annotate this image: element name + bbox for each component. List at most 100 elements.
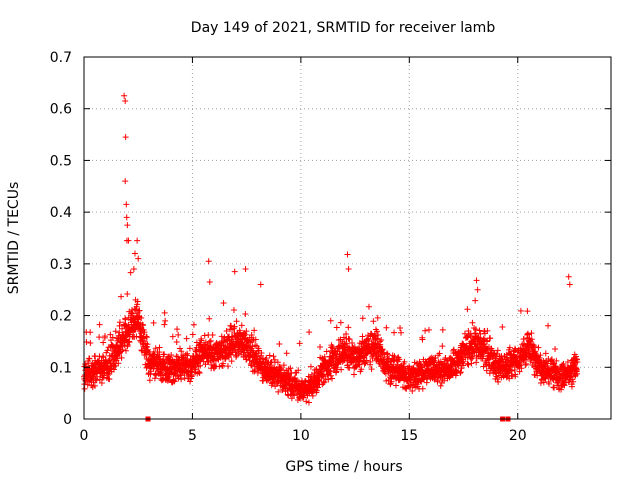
data-point — [112, 328, 119, 335]
data-point — [86, 355, 93, 362]
data-point — [542, 350, 549, 357]
data-point — [512, 371, 519, 378]
data-point — [283, 350, 290, 357]
data-point — [523, 360, 530, 367]
data-point — [195, 368, 202, 375]
data-point — [548, 356, 555, 363]
data-point — [436, 350, 443, 357]
data-point — [551, 384, 558, 391]
y-tick-label: 0.5 — [50, 153, 72, 169]
data-point — [100, 339, 107, 346]
data-point — [384, 350, 391, 357]
data-point — [175, 331, 182, 338]
data-point — [570, 378, 577, 385]
data-point — [255, 347, 262, 354]
data-point — [198, 337, 205, 344]
data-point — [138, 347, 145, 354]
data-point — [257, 281, 264, 288]
data-point — [432, 355, 439, 362]
data-point — [419, 385, 426, 392]
data-point — [124, 291, 131, 298]
data-point — [377, 341, 384, 348]
data-point — [493, 373, 500, 380]
data-point — [561, 382, 568, 389]
data-point — [220, 360, 227, 367]
data-point — [566, 281, 573, 288]
data-point — [98, 380, 105, 387]
data-point — [123, 214, 130, 221]
data-point — [370, 318, 377, 325]
data-point — [363, 357, 370, 364]
data-point — [141, 329, 148, 336]
data-point — [396, 356, 403, 363]
data-point — [299, 393, 306, 400]
data-point — [216, 363, 223, 370]
data-point — [175, 375, 182, 382]
data-point — [461, 330, 468, 337]
data-point — [248, 362, 255, 369]
data-point — [368, 366, 375, 373]
data-point — [558, 386, 565, 393]
data-point — [325, 376, 332, 383]
data-point — [138, 315, 145, 322]
data-point — [397, 324, 404, 331]
data-point — [470, 348, 477, 355]
data-point — [178, 376, 185, 383]
data-point — [317, 343, 324, 350]
data-point — [112, 362, 119, 369]
data-point — [525, 331, 532, 338]
data-point — [243, 328, 250, 335]
data-point — [122, 347, 129, 354]
data-point — [472, 326, 479, 333]
data-point — [476, 327, 483, 334]
data-point — [468, 360, 475, 367]
data-point — [152, 345, 159, 352]
data-point — [87, 340, 94, 347]
data-point — [251, 327, 258, 334]
data-point — [464, 306, 471, 313]
data-point — [489, 347, 496, 354]
data-point — [524, 308, 531, 315]
data-point — [224, 363, 231, 370]
data-point — [134, 237, 141, 244]
data-point — [359, 315, 366, 322]
data-point — [144, 341, 151, 348]
data-points — [81, 92, 581, 422]
data-point — [119, 325, 126, 332]
data-point — [552, 346, 559, 353]
data-point — [337, 319, 344, 326]
data-point — [275, 388, 282, 395]
data-point — [373, 328, 380, 335]
data-point — [424, 374, 431, 381]
data-point — [267, 359, 274, 366]
data-point — [280, 362, 287, 369]
data-point — [322, 376, 329, 383]
tick-labels: 0 5 10 15 20 0 0.1 0.2 0.3 0.4 0.5 0.6 0.7 — [50, 50, 527, 444]
data-point — [542, 375, 549, 382]
data-point — [168, 351, 175, 358]
y-axis-title: SRMTID / TECUs — [6, 182, 22, 295]
data-point — [439, 326, 446, 333]
data-point — [518, 365, 525, 372]
data-point — [401, 384, 408, 391]
data-point — [517, 307, 524, 314]
data-point — [81, 385, 88, 392]
data-point — [306, 329, 313, 336]
y-tick-label: 0.7 — [50, 50, 72, 66]
data-point — [94, 373, 101, 380]
data-point — [378, 336, 385, 343]
data-point — [480, 335, 487, 342]
data-point — [465, 361, 472, 368]
data-point — [380, 349, 387, 356]
data-point — [192, 366, 199, 373]
data-point — [115, 360, 122, 367]
data-point — [277, 365, 284, 372]
data-point — [450, 346, 457, 353]
data-point — [266, 352, 273, 359]
data-point — [494, 376, 501, 383]
data-point — [295, 367, 302, 374]
data-point — [183, 335, 190, 342]
data-point — [302, 378, 309, 385]
data-point — [320, 379, 327, 386]
